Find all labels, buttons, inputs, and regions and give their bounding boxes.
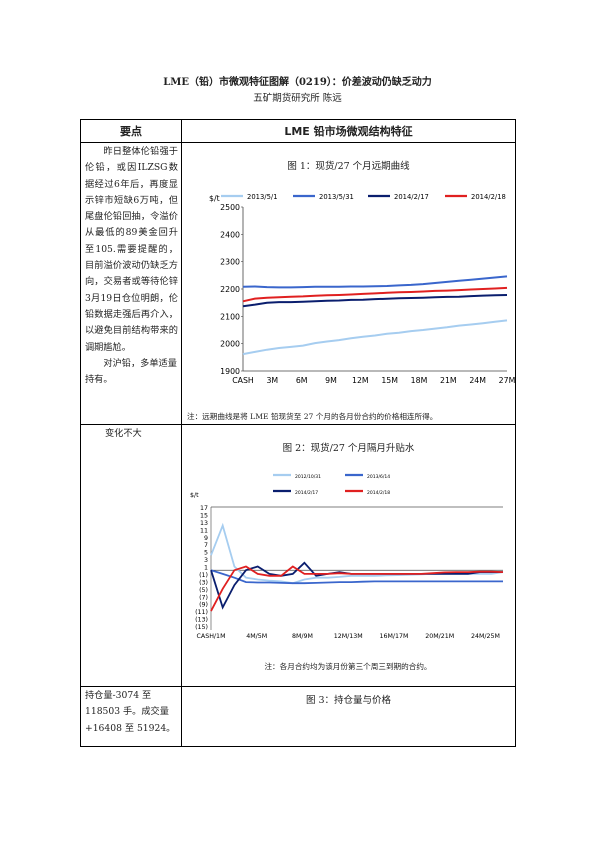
- x-tick-label: 3M: [266, 376, 278, 385]
- figure3-title: 图 3：持仓量与价格: [305, 695, 392, 706]
- x-tick-label: 12M: [352, 376, 369, 385]
- y-tick-label: 2000: [220, 340, 240, 349]
- x-tick-label: 9M: [325, 376, 337, 385]
- legend-label: 2013/6/14: [367, 474, 390, 480]
- x-tick-label: 6M: [296, 376, 308, 385]
- y-tick-label: 13: [200, 520, 208, 527]
- y-tick-label: 2300: [220, 258, 240, 267]
- y-tick-label: 11: [200, 527, 208, 534]
- x-tick-label: CASH/1M: [197, 633, 226, 640]
- document-title: LME（铅）市微观特征图解（0219）：价差波动仍缺乏动力: [163, 77, 432, 88]
- x-tick-label: 12M/13M: [334, 633, 363, 640]
- positions-cell: 持仓量-3074 至118503 手。成交量+16408 至 51924。: [80, 686, 182, 747]
- series-line-2013/5/31: [242, 275, 508, 289]
- y-tick-label: (13): [195, 617, 208, 624]
- y-tick-label: (15): [195, 624, 208, 631]
- y-tick-label: (1): [199, 572, 208, 579]
- series-line-2014/2/17: [210, 561, 503, 610]
- y-tick-label: 2200: [220, 285, 240, 294]
- y-tick-label: 1900: [220, 367, 240, 376]
- header-key-points: 要点: [80, 119, 182, 143]
- y-tick-label: 3: [204, 557, 208, 564]
- figure2-note: 注：各月合约均为该月份第三个周三到期的合约。: [264, 662, 432, 671]
- legend-label: 2014/2/18: [471, 193, 506, 201]
- x-tick-label: CASH: [232, 376, 254, 385]
- y-tick-label: (9): [199, 602, 208, 609]
- series-line-2013/6/14: [210, 569, 503, 585]
- x-tick-label: 15M: [381, 376, 398, 385]
- positions-text: 持仓量-3074 至118503 手。成交量+16408 至 51924。: [85, 690, 176, 734]
- x-tick-label: 24M/25M: [471, 633, 500, 640]
- x-tick-label: 16M/17M: [379, 633, 408, 640]
- y-tick-label: 15: [200, 512, 208, 519]
- key-points-advice: 对沪铅，多单适量持有。: [85, 357, 177, 386]
- figure1-note: 注：远期曲线是将 LME 铅现货至 27 个月的各月份合约的价格相连所得。: [187, 412, 438, 421]
- y-tick-label: (5): [199, 587, 208, 594]
- legend-label: 2014/2/18: [367, 490, 390, 496]
- key-points-paragraph: 昨日整体伦铅强于伦铅，或因ILZSG数据经过6年后，再度显示锌市短缺6万吨，但尾…: [85, 146, 178, 353]
- figure3-cell: 图 3：持仓量与价格: [181, 686, 516, 747]
- x-tick-label: 24M: [469, 376, 486, 385]
- series-line-2013/5/1: [242, 319, 508, 356]
- figure1-cell: 图 1：现货/27 个月远期曲线 $/t 2013/5/1 2013/5/31 201…: [181, 142, 516, 425]
- document-author: 五矿期货研究所 陈远: [253, 93, 342, 104]
- y-tick-label: 5: [204, 550, 208, 557]
- legend-label: 2014/2/17: [394, 193, 429, 201]
- figure1-title: 图 1：现货/27 个月远期曲线: [287, 161, 410, 172]
- changes-text: 变化不大: [105, 428, 142, 439]
- y-tick-label: (3): [199, 579, 208, 586]
- series-line-2014/2/18: [242, 286, 508, 303]
- series-line-2014/2/17: [242, 294, 508, 308]
- changes-cell: 变化不大: [80, 424, 182, 687]
- figure2-title: 图 2：现货/27 个月隔月升贴水: [282, 443, 415, 454]
- x-tick-label: 20M/21M: [425, 633, 454, 640]
- y-tick-label: 2500: [220, 203, 240, 212]
- y-tick-label: 1: [204, 565, 208, 572]
- y-tick-label: (7): [199, 594, 208, 601]
- series-line-2014/2/18: [210, 565, 504, 612]
- y-tick-label: 2400: [220, 230, 240, 239]
- header-market-structure: LME 铅市场微观结构特征: [181, 119, 516, 143]
- x-tick-label: 27M: [499, 376, 515, 385]
- y-axis-unit-label: $/t: [209, 194, 220, 203]
- analysis-table: 要点 LME 铅市场微观结构特征 昨日整体伦铅强于伦铅，或因ILZSG数据经过6…: [80, 119, 516, 747]
- key-points-cell: 昨日整体伦铅强于伦铅，或因ILZSG数据经过6年后，再度显示锌市短缺6万吨，但尾…: [80, 142, 182, 425]
- legend-label: 2014/2/17: [295, 490, 318, 496]
- monthly-spread-chart: $/t 2012/10/31 2013/6/14 2014/2/17 2014/2/18…: [190, 473, 504, 640]
- x-tick-label: 8M/9M: [292, 633, 313, 640]
- legend-label: 2012/10/31: [295, 474, 321, 480]
- y-tick-label: 7: [204, 542, 208, 549]
- y-tick-label: 17: [200, 505, 208, 512]
- x-tick-label: 21M: [440, 376, 457, 385]
- x-tick-label: 4M/5M: [246, 633, 267, 640]
- legend-label: 2013/5/1: [247, 193, 278, 201]
- y-tick-label: 2100: [220, 312, 240, 321]
- legend-label: 2013/5/31: [319, 193, 354, 201]
- x-tick-label: 18M: [411, 376, 428, 385]
- y-axis-unit-label: $/t: [190, 492, 199, 499]
- y-tick-label: 9: [204, 535, 208, 542]
- y-tick-label: (11): [195, 609, 208, 616]
- forward-curve-chart: $/t 2013/5/1 2013/5/31 2014/2/17 2014/2/18 19…: [209, 193, 515, 385]
- figure2-cell: 图 2：现货/27 个月隔月升贴水 $/t 2012/10/31 2013/6/14…: [181, 424, 516, 687]
